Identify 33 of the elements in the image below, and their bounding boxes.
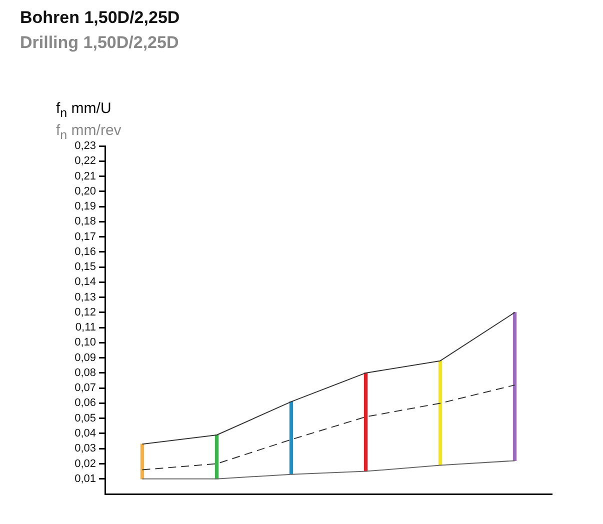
y-tick-label: 0,10 — [74, 336, 96, 349]
bar — [289, 401, 294, 475]
y-tick-label: 0,14 — [74, 276, 96, 288]
bar — [140, 444, 144, 480]
y-tick-label: 0,17 — [74, 230, 96, 243]
chart-title: Bohren 1,50D/2,25D — [20, 8, 180, 28]
y-tick-label: 0,02 — [74, 458, 96, 470]
y-tick-label: 0,06 — [74, 397, 96, 410]
y-tick-label: 0,15 — [74, 261, 96, 274]
line-series — [142, 384, 516, 470]
chart-subtitle: Drilling 1,50D/2,25D — [20, 33, 179, 53]
y-tick-label: 0,22 — [74, 155, 96, 168]
y-tick-label: 0,21 — [74, 170, 96, 182]
y-tick-label: 0,19 — [74, 200, 96, 213]
y-axis-title: f$_{n}$ mm/U f$_{n}$ mm/rev — [56, 100, 122, 142]
y-tick-label: 0,07 — [74, 382, 96, 394]
bar — [438, 360, 442, 466]
y-tick-label: 0,04 — [74, 428, 96, 440]
bar — [512, 312, 517, 462]
y-tick-label: 0,11 — [75, 322, 96, 334]
y-tick-label: 0,05 — [74, 412, 96, 424]
y-tick-label: 0,18 — [74, 216, 96, 228]
y-tick-label: 0,09 — [74, 352, 96, 364]
y-tick-label: 0,08 — [74, 366, 96, 379]
y-tick-label: 0,12 — [74, 306, 96, 318]
y-tick-label: 0,01 — [74, 472, 96, 485]
bar — [214, 434, 219, 480]
y-tick-label: 0,13 — [74, 291, 96, 304]
y-tick-label: 0,20 — [74, 185, 96, 198]
y-tick-label: 0,03 — [74, 442, 96, 455]
y-tick-label: 0,23 — [74, 140, 96, 152]
y-tick-label: 0,16 — [74, 246, 96, 258]
bar — [364, 372, 368, 472]
